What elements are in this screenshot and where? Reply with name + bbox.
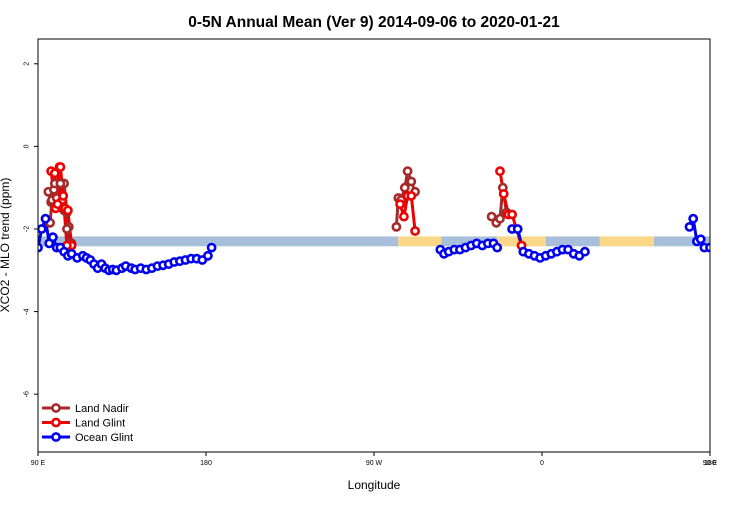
ocean-glint-point bbox=[688, 213, 699, 224]
ocean-glint-point bbox=[40, 213, 51, 224]
legend-swatch-marker bbox=[51, 417, 61, 428]
series-layer bbox=[38, 162, 710, 276]
land-glint-point bbox=[406, 190, 417, 201]
land-nadir-point bbox=[486, 211, 497, 222]
land-nadir-point bbox=[495, 213, 505, 224]
x-tick-label: 90 E bbox=[703, 460, 718, 467]
ocean-glint-point bbox=[512, 224, 523, 234]
y-tick-label: -2 bbox=[24, 226, 31, 232]
band-segment-0 bbox=[38, 236, 399, 247]
legend-label: Land Nadir bbox=[75, 403, 129, 415]
land-glint-point bbox=[495, 166, 505, 177]
land-glint-point bbox=[58, 190, 69, 201]
legend-swatch-marker bbox=[51, 432, 61, 442]
land-nadir-point bbox=[406, 176, 417, 187]
y-tick-label: -6 bbox=[24, 391, 31, 397]
y-tick-label: 2 bbox=[24, 62, 31, 66]
legend: Land Nadir Land Glint Ocean Glint bbox=[42, 403, 133, 444]
y-axis: 2 0 -2 -4 -6 bbox=[24, 62, 38, 397]
land-glint-point bbox=[507, 209, 517, 220]
series-land-glint-points bbox=[46, 162, 527, 251]
x-tick-label: 90 W bbox=[366, 460, 383, 467]
land-nadir-point bbox=[391, 221, 402, 232]
x-tick-label: 90 E bbox=[31, 460, 46, 467]
land-glint-point bbox=[55, 162, 66, 172]
land-glint-point bbox=[49, 168, 60, 179]
ocean-glint-point bbox=[38, 224, 47, 234]
x-tick-label: 180 bbox=[200, 460, 212, 467]
band-segment-5 bbox=[599, 236, 654, 247]
land-glint-point bbox=[498, 188, 509, 199]
y-tick-label: 0 bbox=[24, 144, 31, 148]
x-tick-label: 180 bbox=[704, 460, 716, 467]
y-axis-label: XCO2 - MLO trend (ppm) bbox=[0, 178, 12, 313]
land-glint-point bbox=[52, 199, 63, 210]
legend-label: Ocean Glint bbox=[75, 432, 133, 444]
land-nadir-point bbox=[399, 182, 410, 193]
legend-entry-land-nadir: Land Nadir bbox=[42, 403, 129, 415]
x-axis-label: Longitude bbox=[348, 478, 401, 492]
chart-title: 0-5N Annual Mean (Ver 9) 2014-09-06 to 2… bbox=[188, 14, 560, 31]
band-segment-4 bbox=[545, 236, 600, 247]
land-nadir-point bbox=[62, 224, 72, 234]
band-segment-1 bbox=[398, 236, 442, 247]
ocean-glint-point bbox=[705, 242, 710, 253]
ocean-glint-point bbox=[580, 246, 590, 257]
legend-swatch-marker bbox=[51, 403, 61, 413]
land-glint-point bbox=[398, 211, 409, 222]
ocean-glint-point bbox=[492, 242, 503, 253]
ocean-glint-point bbox=[48, 232, 58, 243]
land-glint-point bbox=[63, 205, 73, 216]
legend-label: Land Glint bbox=[75, 418, 125, 430]
series-land-glint bbox=[49, 165, 523, 246]
ocean-glint-point bbox=[202, 250, 213, 261]
ocean-glint-point bbox=[695, 234, 706, 245]
series-land-nadir bbox=[46, 169, 508, 244]
series-land-nadir-points bbox=[43, 166, 512, 249]
x-tick-label: 0 bbox=[540, 460, 544, 467]
ocean-glint-point bbox=[684, 221, 695, 232]
legend-entry-land-glint: Land Glint bbox=[42, 418, 125, 430]
reference-band bbox=[38, 236, 710, 247]
legend-entry-ocean-glint: Ocean Glint bbox=[42, 432, 133, 444]
land-glint-point bbox=[410, 226, 420, 236]
band-segment-6 bbox=[654, 236, 710, 247]
land-nadir-point bbox=[55, 178, 66, 189]
ocean-glint-point bbox=[206, 242, 217, 253]
land-glint-point bbox=[395, 199, 405, 210]
land-nadir-point bbox=[402, 166, 413, 177]
y-tick-label: -4 bbox=[24, 308, 31, 314]
